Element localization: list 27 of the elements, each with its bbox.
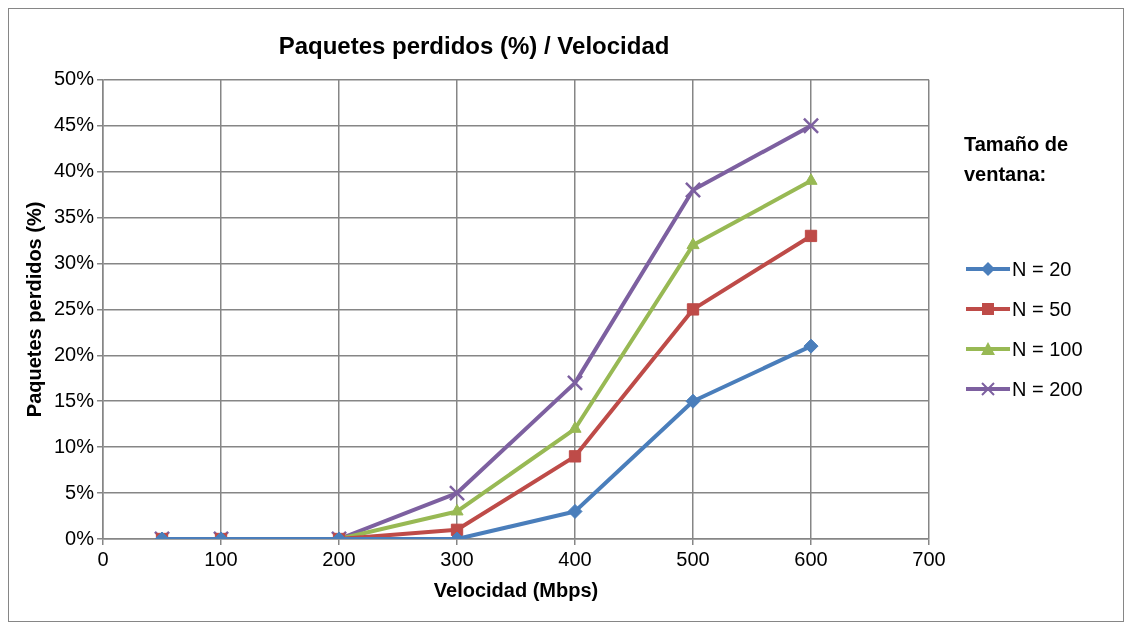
x-tick-label: 0 [97, 547, 109, 570]
y-tick-label: 20% [54, 342, 95, 365]
y-tick-label: 25% [54, 296, 95, 319]
y-tick-label: 50% [54, 67, 95, 90]
y-tick-label: 10% [54, 434, 95, 457]
y-tick-label: 40% [54, 159, 95, 182]
legend-label: N = 100 [1012, 337, 1083, 361]
x-tick-label: 400 [558, 547, 592, 570]
x-tick-label: 200 [322, 547, 356, 570]
y-tick-label: 15% [54, 388, 95, 411]
x-tick-label: 300 [440, 547, 474, 570]
y-tick-label: 35% [54, 205, 95, 228]
x-tick-label: 500 [676, 547, 710, 570]
x-tick-label: 700 [912, 547, 946, 570]
x-axis-title: Velocidad (Mbps) [433, 578, 599, 601]
y-tick-label: 5% [65, 480, 95, 503]
x-tick-label: 600 [794, 547, 828, 570]
y-tick-label: 0% [65, 526, 95, 549]
y-axis-title: Paquetes perdidos (%) [22, 201, 45, 418]
chart-title: Paquetes perdidos (%) / Velocidad [278, 32, 670, 60]
legend-label: N = 50 [1012, 297, 1072, 321]
y-tick-label: 30% [54, 251, 95, 273]
legend-label: N = 200 [1012, 377, 1083, 401]
legend-label: N = 20 [1012, 257, 1072, 281]
y-tick-label: 45% [54, 113, 95, 136]
legend-title: Tamaño de ventana: [964, 132, 1070, 187]
x-tick-label: 100 [204, 547, 238, 570]
